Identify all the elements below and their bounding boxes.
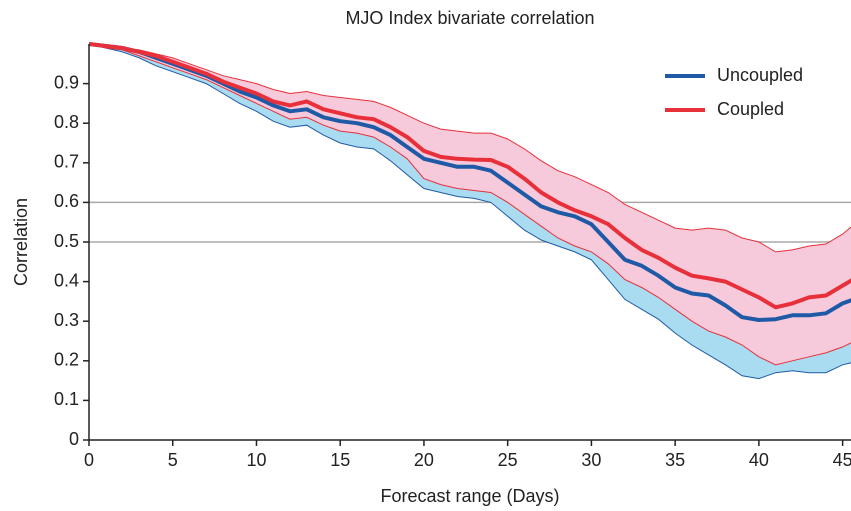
y-tick-label: 0.7 [54,152,79,172]
y-tick-label: 0.4 [54,270,79,290]
x-tick-label: 15 [330,450,350,470]
x-tick-label: 10 [246,450,266,470]
y-tick-label: 0.3 [54,310,79,330]
y-tick-label: 0.8 [54,112,79,132]
axes: 0 0.1 0.2 0.3 0.4 0.5 0.6 0.7 0.8 0.9 0 5 10 15 20 25 30… [54,44,851,470]
legend-label: Coupled [717,99,784,119]
y-tick-label: 0.5 [54,231,79,251]
band-lower-edge [89,43,851,366]
x-tick-label: 45 [833,450,851,470]
x-tick-label: 30 [581,450,601,470]
y-tick-label: 0.1 [54,389,79,409]
x-axis-label: Forecast range (Days) [380,486,559,506]
x-tick-label: 35 [665,450,685,470]
series-line [89,42,851,310]
x-tick-label: 0 [84,450,94,470]
plot-area [89,42,851,380]
confidence-band [89,44,851,365]
x-tick-label: 25 [498,450,518,470]
x-tick-label: 20 [414,450,434,470]
y-tick-label: 0.2 [54,350,79,370]
band-upper-edge [89,43,851,253]
chart-title: MJO Index bivariate correlation [345,8,594,28]
x-tick-label: 40 [749,450,769,470]
y-tick-label: 0.6 [54,191,79,211]
band-lower-edge [89,43,851,380]
y-axis-label: Correlation [11,198,31,286]
y-tick-label: 0.9 [54,72,79,92]
legend-label: Uncoupled [717,65,803,85]
y-tick-label: 0 [69,429,79,449]
x-tick-label: 5 [168,450,178,470]
